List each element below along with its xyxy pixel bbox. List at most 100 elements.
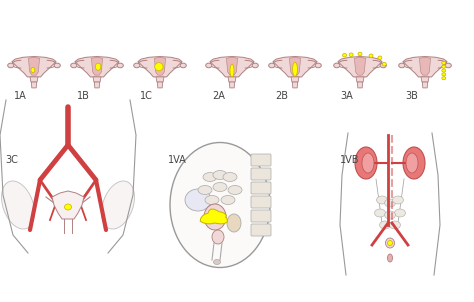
Ellipse shape	[134, 63, 140, 68]
Polygon shape	[338, 56, 382, 77]
Ellipse shape	[442, 61, 446, 64]
Polygon shape	[290, 57, 301, 75]
Ellipse shape	[54, 63, 60, 68]
Polygon shape	[273, 56, 317, 77]
Polygon shape	[210, 56, 254, 77]
Ellipse shape	[101, 181, 135, 229]
Ellipse shape	[31, 67, 35, 72]
Ellipse shape	[64, 204, 72, 210]
Text: 3A: 3A	[340, 91, 353, 101]
Ellipse shape	[8, 63, 14, 68]
Ellipse shape	[252, 63, 258, 68]
Ellipse shape	[369, 54, 373, 58]
Ellipse shape	[213, 171, 227, 179]
Ellipse shape	[392, 196, 403, 204]
Polygon shape	[75, 56, 119, 77]
Ellipse shape	[227, 214, 241, 232]
Polygon shape	[91, 57, 102, 75]
Polygon shape	[422, 82, 428, 88]
Ellipse shape	[155, 63, 163, 71]
Polygon shape	[403, 56, 447, 77]
Polygon shape	[355, 57, 365, 75]
Ellipse shape	[213, 182, 227, 191]
Polygon shape	[421, 77, 429, 82]
Ellipse shape	[230, 64, 234, 77]
Ellipse shape	[213, 259, 220, 265]
Polygon shape	[30, 77, 38, 82]
Polygon shape	[200, 209, 228, 224]
Ellipse shape	[1, 181, 35, 229]
Polygon shape	[357, 82, 363, 88]
Ellipse shape	[406, 153, 418, 173]
Ellipse shape	[442, 73, 446, 76]
Polygon shape	[156, 77, 164, 82]
Ellipse shape	[445, 63, 451, 68]
Polygon shape	[157, 82, 163, 88]
Polygon shape	[292, 82, 298, 88]
Ellipse shape	[198, 185, 212, 194]
Ellipse shape	[117, 63, 123, 68]
Polygon shape	[93, 77, 101, 82]
Polygon shape	[227, 57, 237, 75]
Polygon shape	[356, 77, 364, 82]
Ellipse shape	[343, 53, 346, 57]
Ellipse shape	[269, 63, 275, 68]
Polygon shape	[94, 82, 100, 88]
Polygon shape	[12, 56, 56, 77]
Ellipse shape	[388, 240, 392, 246]
Ellipse shape	[334, 63, 340, 68]
Ellipse shape	[399, 63, 405, 68]
FancyBboxPatch shape	[251, 168, 271, 180]
Ellipse shape	[315, 63, 321, 68]
Ellipse shape	[442, 65, 446, 68]
Polygon shape	[52, 191, 84, 219]
Ellipse shape	[71, 63, 77, 68]
Ellipse shape	[442, 69, 446, 72]
Ellipse shape	[228, 185, 242, 194]
Ellipse shape	[180, 63, 186, 68]
Ellipse shape	[212, 230, 224, 244]
Ellipse shape	[384, 211, 395, 219]
Text: 2A: 2A	[212, 91, 225, 101]
Ellipse shape	[374, 209, 385, 217]
Ellipse shape	[380, 63, 386, 68]
Ellipse shape	[362, 153, 374, 173]
Ellipse shape	[384, 199, 395, 207]
Polygon shape	[229, 82, 235, 88]
Ellipse shape	[221, 195, 235, 204]
Text: 3C: 3C	[5, 155, 18, 165]
Ellipse shape	[378, 56, 382, 59]
Ellipse shape	[388, 254, 392, 262]
Ellipse shape	[380, 221, 391, 229]
Ellipse shape	[385, 238, 394, 248]
Ellipse shape	[223, 172, 237, 182]
Text: 1VA: 1VA	[168, 155, 187, 165]
Ellipse shape	[390, 221, 401, 229]
Text: 1VB: 1VB	[340, 155, 359, 165]
FancyBboxPatch shape	[251, 224, 271, 236]
Polygon shape	[291, 77, 299, 82]
Ellipse shape	[442, 77, 446, 80]
Ellipse shape	[205, 195, 219, 204]
Ellipse shape	[170, 143, 270, 268]
Ellipse shape	[292, 62, 297, 76]
Ellipse shape	[185, 189, 211, 211]
Ellipse shape	[206, 63, 212, 68]
Ellipse shape	[349, 53, 353, 56]
Polygon shape	[138, 56, 182, 77]
Ellipse shape	[403, 147, 425, 179]
Text: 1A: 1A	[14, 91, 27, 101]
FancyBboxPatch shape	[251, 196, 271, 208]
FancyBboxPatch shape	[251, 182, 271, 194]
Text: 3B: 3B	[405, 91, 418, 101]
Polygon shape	[31, 82, 36, 88]
Ellipse shape	[95, 63, 101, 70]
Text: 1B: 1B	[77, 91, 90, 101]
Polygon shape	[419, 57, 430, 75]
Polygon shape	[28, 57, 39, 75]
Ellipse shape	[358, 52, 362, 56]
Ellipse shape	[394, 209, 405, 217]
Text: 1C: 1C	[140, 91, 153, 101]
Ellipse shape	[203, 172, 217, 182]
Ellipse shape	[355, 147, 377, 179]
